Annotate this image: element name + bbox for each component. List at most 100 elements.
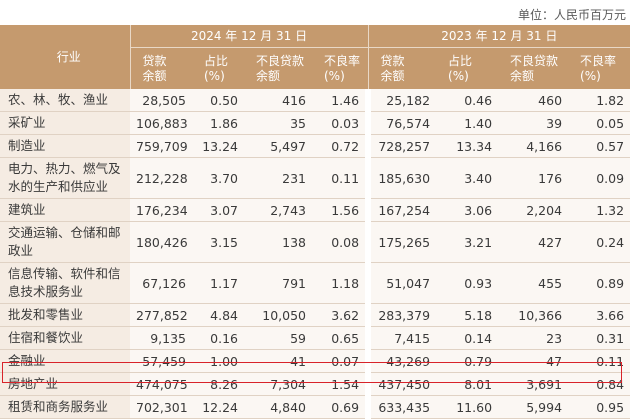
table-row: 信息传输、软件和信息技术服务业 67,126 1.17 791 1.18 51,047 0.… [0, 262, 631, 304]
cell-value: 0.50 [192, 89, 244, 112]
cell-value: 231 [244, 157, 312, 199]
cell-value: 437,450 [365, 372, 437, 396]
cell-value: 167,254 [365, 198, 437, 222]
cell-value: 10,050 [244, 303, 312, 327]
cell-value: 633,435 [365, 395, 437, 419]
cell-value: 1.00 [192, 349, 244, 373]
cell-value: 11.60 [436, 395, 499, 419]
cell-value: 474,075 [130, 372, 192, 396]
header-npl-ratio-2024: 不良率(%) [312, 47, 369, 89]
cell-value: 1.54 [312, 372, 369, 396]
table-row: 租赁和商务服务业 702,301 12.24 4,840 0.69 633,435 11.6… [0, 395, 631, 419]
cell-value: 728,257 [365, 134, 437, 158]
table-row: 电力、热力、燃气及水的生产和供应业 212,228 3.70 231 0.11 185,6… [0, 157, 631, 199]
cell-value: 1.18 [312, 262, 369, 304]
cell-value: 3.21 [436, 221, 499, 263]
cell-value: 9,135 [130, 326, 192, 350]
cell-value: 0.93 [436, 262, 499, 304]
cell-value: 0.05 [568, 111, 631, 135]
cell-value: 10,366 [498, 303, 569, 327]
cell-value: 277,852 [130, 303, 192, 327]
cell-value: 0.11 [312, 157, 369, 199]
cell-value: 67,126 [130, 262, 192, 304]
cell-value: 39 [498, 111, 569, 135]
industry-name: 信息传输、软件和信息技术服务业 [0, 262, 130, 304]
cell-value: 0.79 [436, 349, 499, 373]
cell-value: 47 [498, 349, 569, 373]
cell-value: 1.32 [568, 198, 631, 222]
cell-value: 4,166 [498, 134, 569, 158]
cell-value: 1.82 [568, 89, 631, 112]
cell-value: 23 [498, 326, 569, 350]
industry-name: 制造业 [0, 134, 130, 158]
cell-value: 3.62 [312, 303, 369, 327]
header-loan-balance-2024: 贷款余额 [130, 47, 192, 89]
cell-value: 2,743 [244, 198, 312, 222]
cell-value: 460 [498, 89, 569, 112]
cell-value: 5,497 [244, 134, 312, 158]
industry-name: 金融业 [0, 349, 130, 373]
cell-value: 0.08 [312, 221, 369, 263]
cell-value: 1.40 [436, 111, 499, 135]
cell-value: 791 [244, 262, 312, 304]
cell-value: 0.14 [436, 326, 499, 350]
cell-value: 0.46 [436, 89, 499, 112]
table-row: 批发和零售业 277,852 4.84 10,050 3.62 283,379 5.18 10… [0, 303, 631, 327]
cell-value: 8.01 [436, 372, 499, 396]
cell-value: 57,459 [130, 349, 192, 373]
cell-value: 106,883 [130, 111, 192, 135]
cell-value: 759,709 [130, 134, 192, 158]
cell-value: 3,691 [498, 372, 569, 396]
cell-value: 0.16 [192, 326, 244, 350]
cell-value: 0.89 [568, 262, 631, 304]
cell-value: 0.09 [568, 157, 631, 199]
cell-value: 41 [244, 349, 312, 373]
cell-value: 176 [498, 157, 569, 199]
cell-value: 3.15 [192, 221, 244, 263]
unit-note: 单位：人民币百万元 [517, 8, 626, 22]
cell-value: 427 [498, 221, 569, 263]
cell-value: 35 [244, 111, 312, 135]
cell-value: 283,379 [365, 303, 437, 327]
cell-value: 5.18 [436, 303, 499, 327]
cell-value: 175,265 [365, 221, 437, 263]
industry-name: 电力、热力、燃气及水的生产和供应业 [0, 157, 130, 199]
cell-value: 51,047 [365, 262, 437, 304]
cell-value: 3.06 [436, 198, 499, 222]
cell-value: 185,630 [365, 157, 437, 199]
cell-value: 1.17 [192, 262, 244, 304]
table-row: 金融业 57,459 1.00 41 0.07 43,269 0.79 47 0.11 [0, 349, 631, 373]
cell-value: 13.24 [192, 134, 244, 158]
industry-name: 住宿和餐饮业 [0, 326, 130, 350]
table-row: 房地产业 474,075 8.26 7,304 1.54 437,450 8.01 3,691… [0, 372, 631, 396]
header-period-2024: 2024 年 12 月 31 日 [130, 25, 369, 48]
industry-loan-table: 行业 2024 年 12 月 31 日 2023 年 12 月 31 日 贷款余… [0, 25, 631, 419]
cell-value: 3.66 [568, 303, 631, 327]
cell-value: 3.40 [436, 157, 499, 199]
table-row: 农、林、牧、渔业 28,505 0.50 416 1.46 25,182 0.46 460 1.… [0, 89, 631, 112]
cell-value: 0.72 [312, 134, 369, 158]
cell-value: 25,182 [365, 89, 437, 112]
cell-value: 0.84 [568, 372, 631, 396]
header-npl-balance-2023: 不良贷款余额 [498, 47, 569, 89]
cell-value: 0.03 [312, 111, 369, 135]
cell-value: 3.70 [192, 157, 244, 199]
cell-value: 212,228 [130, 157, 192, 199]
cell-value: 1.86 [192, 111, 244, 135]
header-npl-balance-2024: 不良贷款余额 [244, 47, 312, 89]
cell-value: 1.56 [312, 198, 369, 222]
cell-value: 0.57 [568, 134, 631, 158]
cell-value: 3.07 [192, 198, 244, 222]
cell-value: 13.34 [436, 134, 499, 158]
cell-value: 0.24 [568, 221, 631, 263]
cell-value: 0.31 [568, 326, 631, 350]
industry-name: 租赁和商务服务业 [0, 395, 130, 419]
header-industry: 行业 [0, 25, 131, 89]
cell-value: 76,574 [365, 111, 437, 135]
cell-value: 176,234 [130, 198, 192, 222]
header-npl-ratio-2023: 不良率(%) [568, 47, 631, 89]
table-row: 建筑业 176,234 3.07 2,743 1.56 167,254 3.06 2,204 1… [0, 198, 631, 222]
table-row: 制造业 759,709 13.24 5,497 0.72 728,257 13.34 4,16… [0, 134, 631, 158]
industry-name: 采矿业 [0, 111, 130, 135]
table-row: 住宿和餐饮业 9,135 0.16 59 0.65 7,415 0.14 23 0.31 [0, 326, 631, 350]
